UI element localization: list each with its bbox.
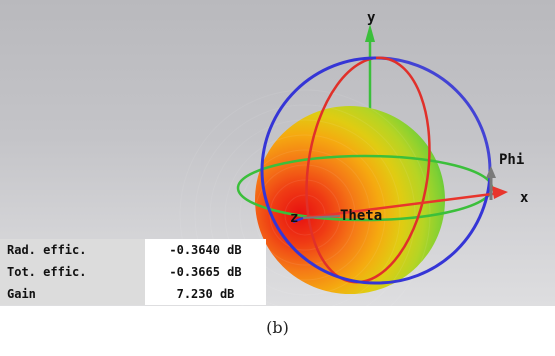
y-axis-label: y (367, 10, 376, 26)
x-axis-arrowhead (492, 186, 508, 199)
table-row: Tot. effic. -0.3665 dB (0, 261, 266, 283)
gain-value: 7.230 dB (145, 283, 266, 305)
gain-label: Gain (0, 283, 145, 305)
figure-caption: (b) (266, 318, 289, 337)
table-row: Gain 7.230 dB (0, 283, 266, 305)
x-axis-label: x (520, 190, 529, 206)
theta-label: Theta (340, 208, 382, 224)
blue-ring-front (260, 56, 492, 285)
y-axis-arrowhead (365, 24, 375, 42)
efficiency-gain-table: Rad. effic. -0.3640 dB Tot. effic. -0.36… (0, 239, 266, 305)
z-axis-marker (292, 216, 304, 224)
z-axis-label: z (290, 210, 298, 226)
radiation-pattern-body (255, 106, 445, 294)
rad-effic-value: -0.3640 dB (145, 239, 266, 261)
rad-effic-label: Rad. effic. (0, 239, 145, 261)
x-axis-line (302, 191, 501, 220)
phi-label: Phi (499, 152, 524, 168)
phi-arrowhead (486, 166, 496, 178)
radiation-pattern-3d-view: y x Phi Theta z (236, 10, 529, 294)
blue-ring-back (375, 56, 492, 171)
theta-arrow-line (302, 215, 341, 219)
radiation-pattern-viewport[interactable]: y x Phi Theta z Rad. effic. -0.3640 dB T… (0, 0, 555, 306)
table-row: Rad. effic. -0.3640 dB (0, 239, 266, 261)
tot-effic-label: Tot. effic. (0, 261, 145, 283)
tot-effic-value: -0.3665 dB (145, 261, 266, 283)
